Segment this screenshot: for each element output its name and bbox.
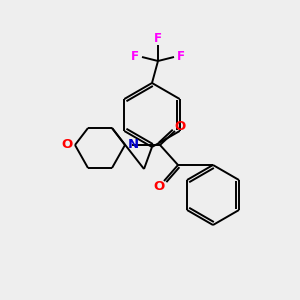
Text: N: N [128, 139, 139, 152]
Text: F: F [131, 50, 139, 64]
Text: F: F [154, 32, 162, 46]
Text: O: O [174, 121, 186, 134]
Text: O: O [153, 179, 165, 193]
Text: F: F [177, 50, 185, 64]
Text: O: O [61, 139, 73, 152]
